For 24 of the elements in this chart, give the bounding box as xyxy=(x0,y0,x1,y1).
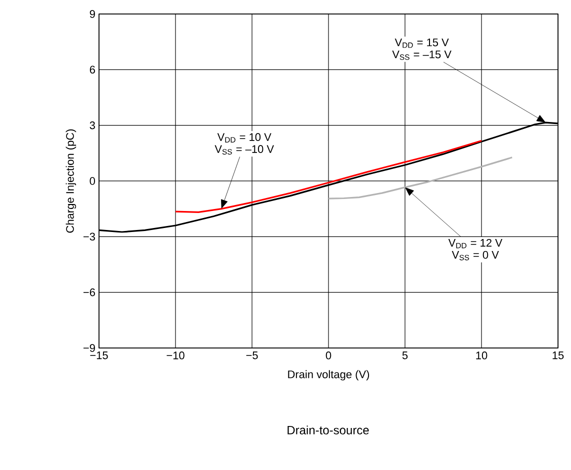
y-tick-label: −6 xyxy=(83,288,95,296)
x-tick-label: −15 xyxy=(90,352,108,360)
x-tick-label: −5 xyxy=(246,352,258,360)
annotation: V$_{SS}$ = 0 V xyxy=(452,250,499,260)
annotation: V$_{DD}$ = 10 V xyxy=(217,133,272,142)
x-tick-label: −10 xyxy=(166,352,184,360)
y-tick-label: −9 xyxy=(83,344,95,352)
y-tick-label: −3 xyxy=(83,232,95,241)
annotation: V$_{SS}$ = –10 V xyxy=(214,145,274,155)
y-tick-label: 0 xyxy=(90,177,96,185)
annotation: V$_{SS}$ = –15 V xyxy=(392,50,452,60)
x-tick-label: 0 xyxy=(326,352,332,360)
line-series xyxy=(328,156,513,200)
x-tick-label: 15 xyxy=(552,352,564,360)
x-tick-label: 5 xyxy=(402,352,408,360)
y-tick-label: 3 xyxy=(90,121,95,130)
text: Drain-to-source xyxy=(288,426,369,434)
y-tick-label: 9 xyxy=(90,10,95,18)
y-axis-title: Charge Injection (pC) xyxy=(66,129,76,233)
x-axis-title: Drain voltage (V) xyxy=(288,370,370,380)
annotation: V$_{DD}$ = 12 V xyxy=(448,238,502,248)
annotation: V$_{DD}$ = 15 V xyxy=(394,38,449,48)
y-tick-label: 6 xyxy=(90,66,95,74)
x-tick-label: 10 xyxy=(476,352,488,360)
